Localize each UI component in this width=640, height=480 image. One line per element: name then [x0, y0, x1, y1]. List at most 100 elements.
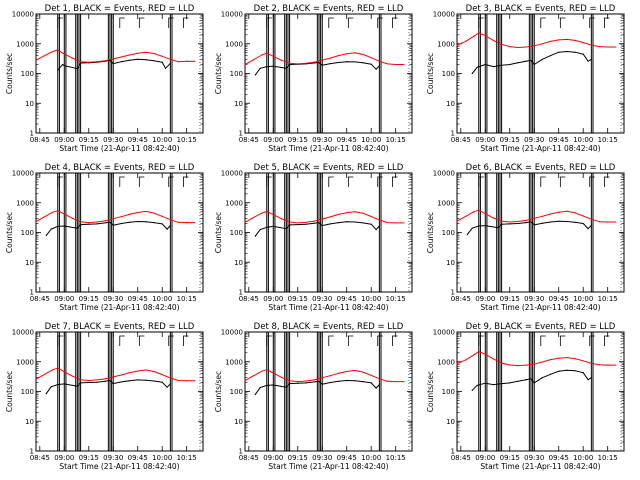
series-point — [297, 382, 299, 384]
series-point — [321, 218, 323, 220]
x-tick-label: 09:15 — [79, 454, 99, 462]
series-point — [321, 64, 323, 66]
series-point — [318, 61, 320, 64]
series-point — [471, 72, 473, 75]
x-tick-label: 08:45 — [239, 454, 259, 462]
series-point — [57, 49, 59, 51]
series-point — [35, 59, 37, 61]
series-point — [566, 356, 568, 359]
x-tick-label: 08:45 — [239, 136, 259, 144]
detector-panel: Det 9, BLACK = Events, RED = LLD 1 10 100 10… — [426, 322, 625, 471]
series-point — [337, 213, 340, 216]
plot-frame — [244, 13, 413, 134]
series-point — [44, 54, 46, 57]
y-tick-label: 1000 — [16, 40, 34, 48]
series-point — [549, 54, 552, 57]
top-step-marker — [347, 17, 354, 28]
series-point — [50, 386, 52, 388]
series-point — [254, 393, 256, 395]
x-tick-label: 09:45 — [337, 454, 357, 462]
series-point — [501, 220, 503, 222]
top-step-marker — [478, 17, 484, 28]
series-point — [76, 385, 78, 387]
x-tick-label: 08:45 — [451, 136, 471, 144]
series-point — [153, 60, 155, 62]
series-point — [492, 384, 495, 386]
plot-frame — [456, 13, 625, 134]
y-tick-label: 10 — [25, 259, 34, 267]
series-point — [362, 212, 364, 214]
x-tick-label: 09:00 — [475, 454, 495, 462]
x-tick-label: 08:45 — [451, 454, 471, 462]
y-tick-label: 10 — [446, 418, 455, 426]
series-point — [321, 225, 323, 227]
y-tick-label: 1 — [451, 130, 455, 138]
series-point — [321, 383, 323, 385]
series-point — [259, 67, 261, 69]
series-point — [607, 46, 609, 48]
series-point — [120, 222, 123, 225]
plot-frame — [244, 172, 413, 293]
series-point — [582, 53, 584, 55]
series-point — [403, 381, 405, 383]
series-point — [177, 221, 180, 223]
series-point — [44, 373, 46, 375]
series-point — [525, 222, 527, 224]
series-point — [566, 38, 568, 41]
series-point — [473, 211, 475, 213]
y-tick-label: 10 — [234, 259, 243, 267]
series-point — [517, 46, 519, 49]
series-point — [112, 224, 114, 226]
series-point — [549, 40, 552, 42]
y-tick-label: 100 — [21, 388, 34, 396]
x-tick-label: 09:45 — [128, 454, 148, 462]
series-point — [473, 354, 475, 356]
series-point — [169, 58, 171, 60]
detector-panel: Det 4, BLACK = Events, RED = LLD 1 10 100 10… — [5, 163, 204, 312]
series-point — [63, 371, 65, 373]
series-point — [266, 369, 268, 371]
x-tick-label: 10:00 — [361, 136, 381, 144]
series-point — [566, 369, 568, 371]
series-point — [549, 213, 552, 215]
events-series-line — [471, 51, 592, 74]
top-step-marker — [604, 335, 610, 346]
series-point — [484, 213, 486, 215]
top-step-marker — [168, 176, 174, 187]
series-point — [88, 61, 90, 63]
series-point — [253, 59, 255, 61]
series-point — [186, 380, 188, 382]
series-point — [346, 370, 348, 373]
x-tick-label: 10:15 — [386, 136, 406, 144]
series-point — [525, 60, 527, 62]
y-axis-label: Counts/sec — [426, 212, 435, 253]
x-tick-label: 09:30 — [103, 295, 123, 303]
series-point — [57, 367, 59, 369]
series-point — [145, 59, 147, 61]
x-tick-label: 09:45 — [549, 454, 569, 462]
series-point — [272, 384, 274, 386]
x-tick-label: 09:30 — [312, 295, 332, 303]
series-point — [71, 217, 74, 219]
series-point — [177, 379, 180, 382]
y-tick-label: 10000 — [12, 329, 34, 337]
series-point — [530, 378, 532, 380]
series-point — [354, 369, 356, 372]
series-point — [137, 52, 139, 54]
series-point — [476, 384, 478, 387]
series-point — [104, 380, 106, 382]
series-point — [465, 359, 467, 361]
series-point — [456, 220, 458, 222]
x-tick-label: 09:00 — [54, 136, 74, 144]
series-point — [587, 379, 589, 381]
top-step-marker — [183, 176, 189, 187]
series-point — [558, 370, 560, 372]
series-point — [186, 60, 188, 62]
series-point — [145, 369, 147, 371]
series-point — [615, 46, 617, 48]
series-point — [313, 379, 315, 381]
series-point — [590, 224, 592, 226]
series-point — [112, 63, 114, 65]
series-point — [582, 360, 584, 362]
series-point — [558, 220, 560, 222]
